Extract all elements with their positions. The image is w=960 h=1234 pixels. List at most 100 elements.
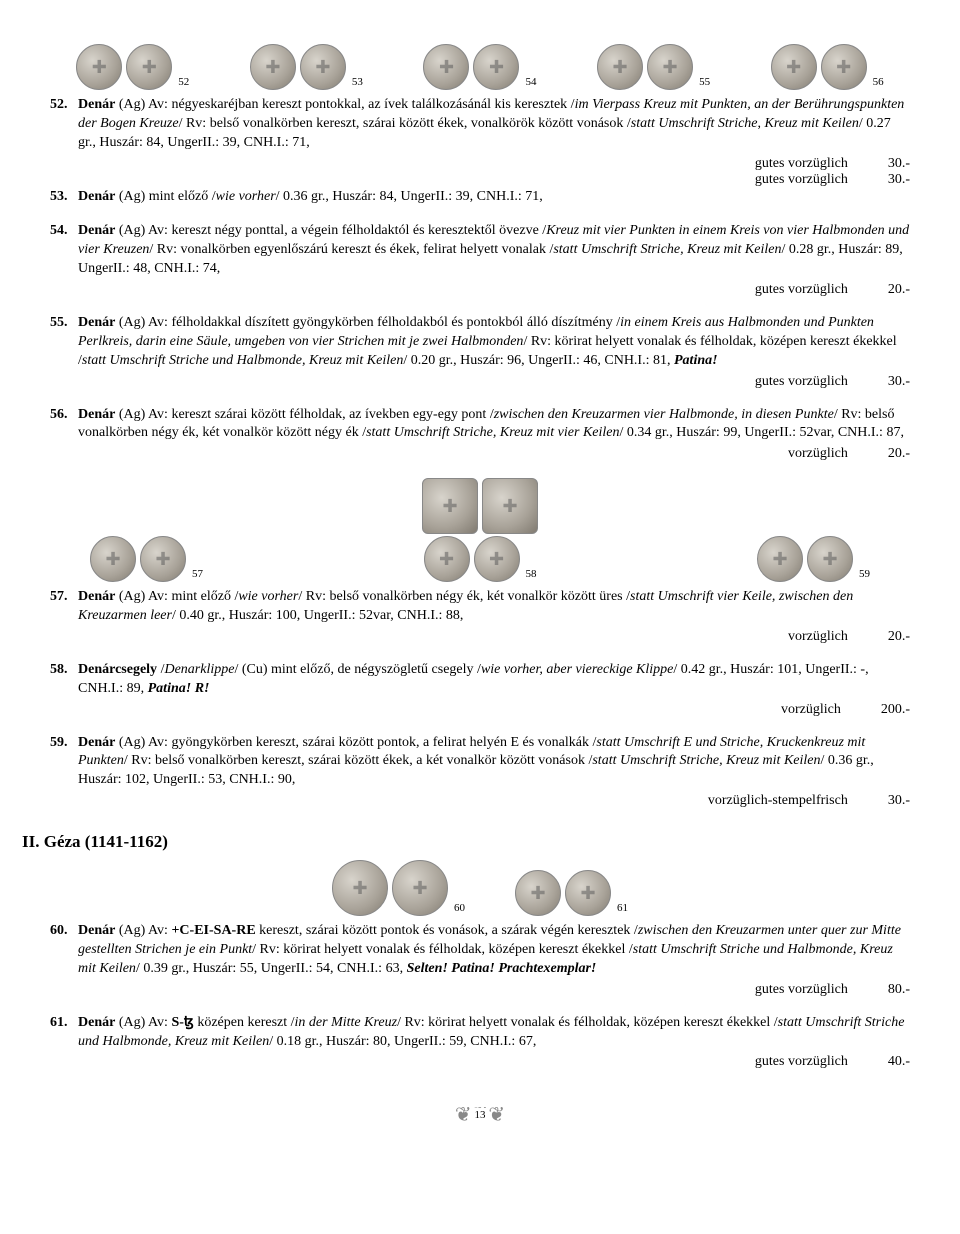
coin-icon xyxy=(597,44,643,90)
price-text: 200.- xyxy=(881,701,910,720)
grade-price-line: gutes vorzüglich 30.- xyxy=(755,171,910,190)
lot-number: 60. xyxy=(50,922,68,941)
coin-icon xyxy=(515,870,561,916)
section-heading: II. Géza (1141-1162) xyxy=(22,831,910,854)
lot-entry: 60. Denár (Ag) Av: +C-EI-SA-RE kereszt, … xyxy=(50,922,910,1000)
lot-number: 54. xyxy=(50,222,68,241)
lot-description: Denár (Ag) Av: kereszt szárai között fél… xyxy=(78,407,904,441)
price-text: 40.- xyxy=(888,1053,910,1072)
lot-description: Denár (Ag) Av: mint előző /wie vorher/ R… xyxy=(78,589,853,623)
coin-label: 56 xyxy=(873,75,884,90)
lot-number: 52. xyxy=(50,96,68,115)
price-text: 20.- xyxy=(888,628,910,647)
price-text: 30.- xyxy=(888,171,910,190)
coin-icon xyxy=(126,44,172,90)
lot-description: Denárcsegely /Denarklippe/ (Cu) mint elő… xyxy=(78,662,869,696)
coin-icon xyxy=(300,44,346,90)
coin-icon xyxy=(424,536,470,582)
coin-icon xyxy=(821,44,867,90)
price-text: 20.- xyxy=(888,445,910,464)
coin-group: 55 xyxy=(597,44,710,90)
page-number: 13 xyxy=(471,1108,490,1123)
grade-text: gutes vorzüglich xyxy=(755,373,848,392)
coin-label: 58 xyxy=(526,567,537,582)
lot-number: 53. xyxy=(50,188,68,207)
lot-description: Denár (Ag) Av: félholdakkal díszített gy… xyxy=(78,315,897,368)
lot-entry: 55. Denár (Ag) Av: félholdakkal díszítet… xyxy=(50,314,910,392)
lot-description: Denár (Ag) Av: +C-EI-SA-RE kereszt, szár… xyxy=(78,923,901,976)
lot-title: Denár xyxy=(78,923,115,938)
coin-label: 55 xyxy=(699,75,710,90)
grade-price-line: gutes vorzüglich 30.- xyxy=(78,373,910,392)
coin-icon xyxy=(392,860,448,916)
lot-description: Denár (Ag) Av: gyöngykörben kereszt, szá… xyxy=(78,735,874,788)
coin-group: 60 xyxy=(332,860,465,916)
grade-text: vorzüglich xyxy=(781,701,841,720)
coin-image-row-3: 60 61 xyxy=(50,860,910,916)
grade-text: vorzüglich-stempelfrisch xyxy=(708,792,848,811)
lot-entry: 56. Denár (Ag) Av: kereszt szárai között… xyxy=(50,406,910,465)
grade-price-line: vorzüglich 20.- xyxy=(78,628,910,647)
coin-icon xyxy=(250,44,296,90)
lot-description: Denár (Ag) Av: kereszt négy ponttal, a v… xyxy=(78,223,909,276)
coin-icon xyxy=(473,44,519,90)
coin-label: 57 xyxy=(192,567,203,582)
coin-label: 52 xyxy=(178,75,189,90)
coin-label: 60 xyxy=(454,901,465,916)
lot-number: 55. xyxy=(50,314,68,333)
coin-icon xyxy=(474,536,520,582)
coin-label: 61 xyxy=(617,901,628,916)
lot-entry: 53. Denár (Ag) mint előző /wie vorher/ 0… xyxy=(50,188,910,209)
lot-entry: 57. Denár (Ag) Av: mint előző /wie vorhe… xyxy=(50,588,910,647)
lot-title: Denár xyxy=(78,315,115,330)
lot-entry: 54. Denár (Ag) Av: kereszt négy ponttal,… xyxy=(50,222,910,300)
coin-icon xyxy=(807,536,853,582)
coin-icon xyxy=(771,44,817,90)
lot-title: Denár xyxy=(78,407,115,422)
coin-image-row-2: 57 58 59 xyxy=(50,478,910,582)
coin-group: 58 xyxy=(422,478,538,582)
coin-group: 61 xyxy=(515,870,628,916)
coin-icon xyxy=(90,536,136,582)
coin-icon xyxy=(332,860,388,916)
grade-text: gutes vorzüglich xyxy=(755,281,848,300)
lot-number: 58. xyxy=(50,661,68,680)
coin-icon xyxy=(422,478,478,534)
coin-group: 53 xyxy=(250,44,363,90)
coin-group: 56 xyxy=(771,44,884,90)
price-text: 20.- xyxy=(888,281,910,300)
lot-title: Denár xyxy=(78,1015,115,1030)
coin-icon xyxy=(565,870,611,916)
price-text: 80.- xyxy=(888,981,910,1000)
coin-group: 54 xyxy=(423,44,536,90)
lot-description: Denár (Ag) Av: négyeskaréjban kereszt po… xyxy=(78,97,904,150)
coin-group: 57 xyxy=(90,536,203,582)
grade-text: vorzüglich xyxy=(788,445,848,464)
lot-number: 61. xyxy=(50,1014,68,1033)
price-text: 30.- xyxy=(888,792,910,811)
lot-entry: 52. Denár (Ag) Av: négyeskaréjban keresz… xyxy=(50,96,910,174)
coin-label: 53 xyxy=(352,75,363,90)
coin-icon xyxy=(757,536,803,582)
lot-title: Denár xyxy=(78,735,115,750)
lot-entry: 59. Denár (Ag) Av: gyöngykörben kereszt,… xyxy=(50,734,910,812)
coin-icon xyxy=(482,478,538,534)
lot-title: Denárcsegely xyxy=(78,662,157,677)
grade-text: gutes vorzüglich xyxy=(755,981,848,1000)
coin-group: 59 xyxy=(757,536,870,582)
lot-number: 57. xyxy=(50,588,68,607)
lot-number: 56. xyxy=(50,406,68,425)
grade-text: vorzüglich xyxy=(788,628,848,647)
coin-icon xyxy=(423,44,469,90)
coin-image-row-1: 52 53 54 55 56 xyxy=(50,44,910,90)
lot-title: Denár xyxy=(78,97,115,112)
coin-icon xyxy=(76,44,122,90)
lot-number: 59. xyxy=(50,734,68,753)
lot-title: Denár xyxy=(78,223,115,238)
price-text: 30.- xyxy=(888,373,910,392)
grade-price-line: vorzüglich 200.- xyxy=(78,701,910,720)
grade-price-line: gutes vorzüglich 40.- xyxy=(78,1053,910,1072)
page-footer: ❦❦❦ 13 xyxy=(50,1102,910,1129)
lot-entry: 58. Denárcsegely /Denarklippe/ (Cu) mint… xyxy=(50,661,910,720)
lot-description: Denár (Ag) mint előző /wie vorher/ 0.36 … xyxy=(78,189,543,204)
